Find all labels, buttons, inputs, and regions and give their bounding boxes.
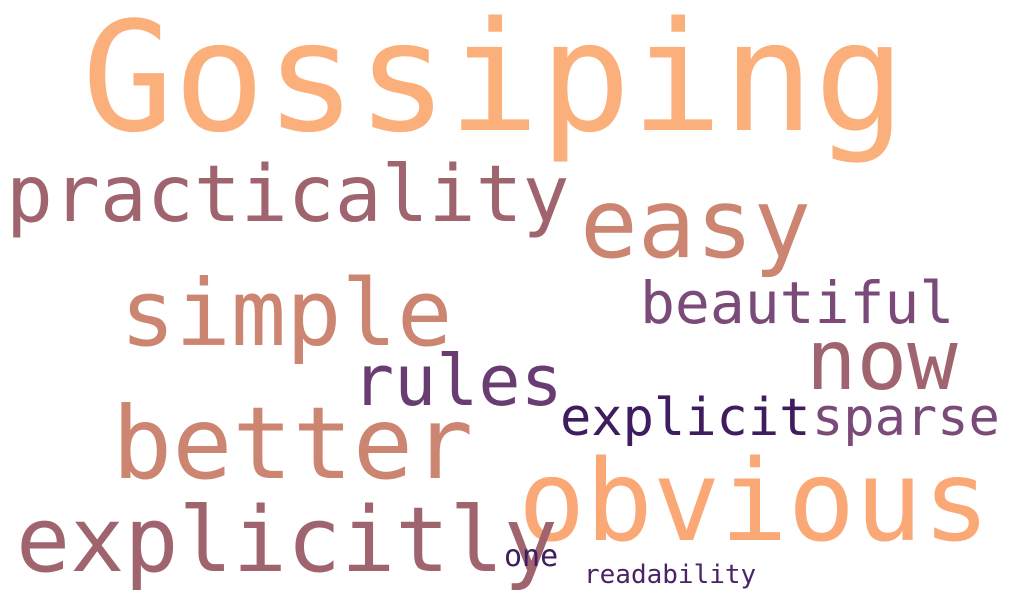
word-one: one bbox=[504, 539, 559, 574]
word-explicitly: explicitly bbox=[16, 488, 558, 593]
word-easy: easy bbox=[580, 168, 812, 280]
word-readability: readability bbox=[584, 560, 757, 590]
word-beautiful: beautiful bbox=[640, 269, 955, 337]
word-sparse: sparse bbox=[812, 388, 1000, 448]
word-simple: simple bbox=[120, 260, 453, 367]
word-practicality: practicality bbox=[6, 150, 570, 240]
word-explicit: explicit bbox=[560, 388, 811, 448]
word-obvious: obvious bbox=[518, 437, 991, 567]
word-now: now bbox=[806, 311, 958, 409]
word-rules: rules bbox=[352, 340, 563, 422]
word-better: better bbox=[112, 385, 474, 502]
word-gossiping: Gossiping bbox=[82, 0, 906, 166]
